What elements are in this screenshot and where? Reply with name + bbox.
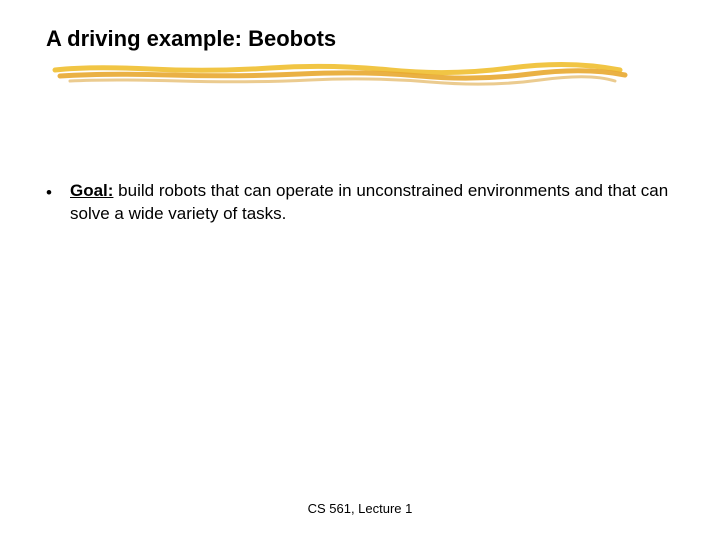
bullet-glyph: • (46, 180, 70, 205)
slide-body: • Goal: build robots that can operate in… (46, 180, 680, 226)
bullet-item: • Goal: build robots that can operate in… (46, 180, 680, 226)
title-underline (50, 60, 640, 90)
goal-label: Goal: (70, 181, 113, 200)
slide-title: A driving example: Beobots (46, 26, 336, 52)
bullet-text: Goal: build robots that can operate in u… (70, 180, 680, 226)
slide: A driving example: Beobots • Goal: build… (0, 0, 720, 540)
slide-footer: CS 561, Lecture 1 (0, 501, 720, 516)
bullet-rest: build robots that can operate in unconst… (70, 181, 668, 223)
